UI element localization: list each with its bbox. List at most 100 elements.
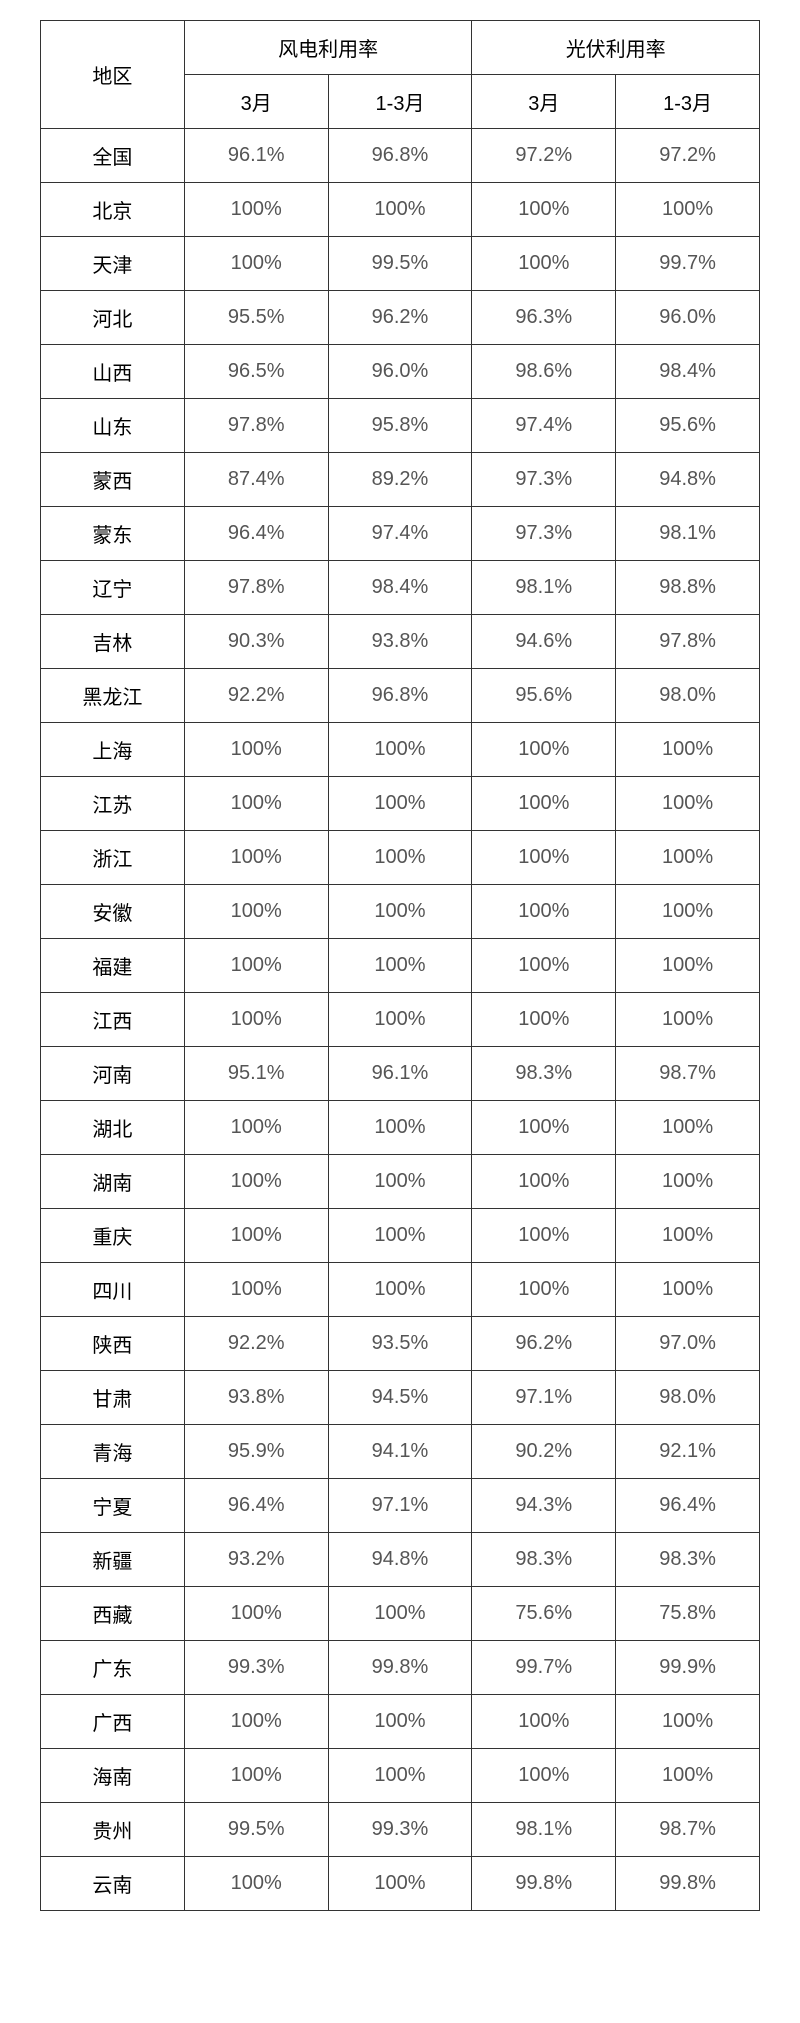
header-wind-q1: 1-3月: [328, 75, 472, 129]
cell-wind-q1: 99.3%: [328, 1803, 472, 1857]
table-row: 云南100%100%99.8%99.8%: [41, 1857, 760, 1911]
table-row: 湖南100%100%100%100%: [41, 1155, 760, 1209]
cell-solar-q1: 100%: [616, 1695, 760, 1749]
cell-solar-q1: 100%: [616, 831, 760, 885]
cell-wind-q1: 100%: [328, 1695, 472, 1749]
cell-solar-march: 99.7%: [472, 1641, 616, 1695]
cell-region: 湖南: [41, 1155, 185, 1209]
cell-solar-q1: 100%: [616, 1263, 760, 1317]
cell-wind-q1: 100%: [328, 1749, 472, 1803]
cell-wind-march: 92.2%: [184, 669, 328, 723]
cell-wind-q1: 99.5%: [328, 237, 472, 291]
cell-region: 福建: [41, 939, 185, 993]
cell-region: 西藏: [41, 1587, 185, 1641]
table-row: 新疆93.2%94.8%98.3%98.3%: [41, 1533, 760, 1587]
cell-region: 湖北: [41, 1101, 185, 1155]
table-body: 全国96.1%96.8%97.2%97.2%北京100%100%100%100%…: [41, 129, 760, 1911]
table-row: 山西96.5%96.0%98.6%98.4%: [41, 345, 760, 399]
header-wind: 风电利用率: [184, 21, 472, 75]
cell-solar-q1: 97.2%: [616, 129, 760, 183]
cell-solar-march: 100%: [472, 1695, 616, 1749]
cell-region: 广西: [41, 1695, 185, 1749]
cell-solar-march: 100%: [472, 183, 616, 237]
cell-solar-q1: 100%: [616, 993, 760, 1047]
table-row: 蒙东96.4%97.4%97.3%98.1%: [41, 507, 760, 561]
cell-solar-march: 100%: [472, 723, 616, 777]
table-header: 地区 风电利用率 光伏利用率 3月 1-3月 3月 1-3月: [41, 21, 760, 129]
cell-wind-q1: 95.8%: [328, 399, 472, 453]
cell-region: 天津: [41, 237, 185, 291]
cell-wind-q1: 100%: [328, 1209, 472, 1263]
cell-wind-march: 95.9%: [184, 1425, 328, 1479]
cell-solar-q1: 100%: [616, 723, 760, 777]
cell-solar-q1: 98.0%: [616, 669, 760, 723]
cell-region: 宁夏: [41, 1479, 185, 1533]
cell-solar-march: 100%: [472, 1263, 616, 1317]
cell-solar-march: 94.6%: [472, 615, 616, 669]
cell-region: 全国: [41, 129, 185, 183]
cell-wind-march: 100%: [184, 1587, 328, 1641]
table-row: 甘肃93.8%94.5%97.1%98.0%: [41, 1371, 760, 1425]
cell-region: 贵州: [41, 1803, 185, 1857]
cell-wind-march: 95.1%: [184, 1047, 328, 1101]
cell-solar-q1: 95.6%: [616, 399, 760, 453]
cell-solar-q1: 96.4%: [616, 1479, 760, 1533]
cell-wind-march: 92.2%: [184, 1317, 328, 1371]
cell-solar-march: 97.2%: [472, 129, 616, 183]
cell-solar-march: 94.3%: [472, 1479, 616, 1533]
cell-wind-q1: 97.1%: [328, 1479, 472, 1533]
cell-wind-march: 100%: [184, 1209, 328, 1263]
cell-solar-q1: 99.8%: [616, 1857, 760, 1911]
cell-region: 蒙西: [41, 453, 185, 507]
cell-solar-q1: 99.9%: [616, 1641, 760, 1695]
cell-region: 浙江: [41, 831, 185, 885]
cell-region: 新疆: [41, 1533, 185, 1587]
cell-wind-q1: 100%: [328, 777, 472, 831]
cell-wind-march: 96.5%: [184, 345, 328, 399]
cell-wind-march: 96.4%: [184, 507, 328, 561]
cell-wind-q1: 96.8%: [328, 129, 472, 183]
cell-wind-q1: 94.1%: [328, 1425, 472, 1479]
cell-solar-q1: 100%: [616, 183, 760, 237]
cell-region: 河南: [41, 1047, 185, 1101]
cell-solar-march: 98.3%: [472, 1533, 616, 1587]
cell-region: 江西: [41, 993, 185, 1047]
table-row: 青海95.9%94.1%90.2%92.1%: [41, 1425, 760, 1479]
cell-wind-march: 100%: [184, 1155, 328, 1209]
cell-wind-march: 100%: [184, 993, 328, 1047]
cell-solar-q1: 100%: [616, 1749, 760, 1803]
cell-solar-q1: 97.8%: [616, 615, 760, 669]
cell-solar-march: 98.6%: [472, 345, 616, 399]
cell-solar-march: 100%: [472, 777, 616, 831]
header-solar: 光伏利用率: [472, 21, 760, 75]
cell-solar-q1: 100%: [616, 1209, 760, 1263]
cell-solar-march: 100%: [472, 237, 616, 291]
cell-wind-q1: 93.8%: [328, 615, 472, 669]
cell-region: 甘肃: [41, 1371, 185, 1425]
table-row: 安徽100%100%100%100%: [41, 885, 760, 939]
table-row: 上海100%100%100%100%: [41, 723, 760, 777]
cell-solar-q1: 100%: [616, 777, 760, 831]
cell-solar-q1: 94.8%: [616, 453, 760, 507]
table-row: 江西100%100%100%100%: [41, 993, 760, 1047]
cell-wind-march: 87.4%: [184, 453, 328, 507]
cell-region: 辽宁: [41, 561, 185, 615]
header-solar-q1: 1-3月: [616, 75, 760, 129]
header-wind-march: 3月: [184, 75, 328, 129]
cell-wind-q1: 96.8%: [328, 669, 472, 723]
cell-solar-march: 99.8%: [472, 1857, 616, 1911]
cell-wind-march: 100%: [184, 777, 328, 831]
cell-solar-q1: 99.7%: [616, 237, 760, 291]
cell-region: 海南: [41, 1749, 185, 1803]
table-row: 海南100%100%100%100%: [41, 1749, 760, 1803]
cell-solar-march: 100%: [472, 1209, 616, 1263]
table-row: 广东99.3%99.8%99.7%99.9%: [41, 1641, 760, 1695]
table-row: 陕西92.2%93.5%96.2%97.0%: [41, 1317, 760, 1371]
cell-solar-march: 100%: [472, 939, 616, 993]
cell-solar-q1: 98.7%: [616, 1803, 760, 1857]
cell-wind-q1: 96.2%: [328, 291, 472, 345]
cell-region: 吉林: [41, 615, 185, 669]
cell-wind-q1: 100%: [328, 1263, 472, 1317]
cell-wind-march: 99.5%: [184, 1803, 328, 1857]
cell-wind-march: 100%: [184, 1263, 328, 1317]
